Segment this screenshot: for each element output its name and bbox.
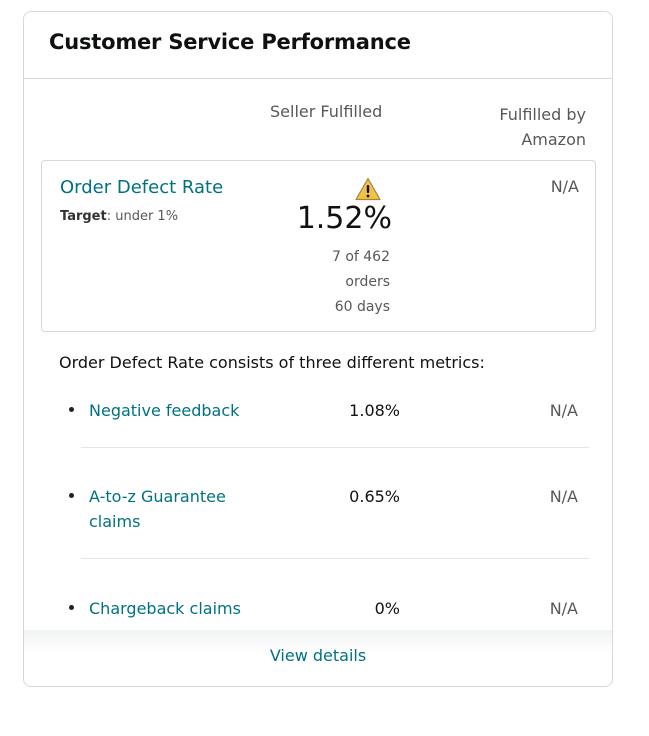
metric-link-negative-feedback[interactable]: Negative feedback — [89, 401, 240, 420]
odr-fba-value: N/A — [550, 177, 579, 196]
metric-fba-value: N/A — [549, 487, 578, 506]
column-header-fba-line1: Fulfilled by — [499, 105, 586, 124]
column-headers: Seller Fulfilled Fulfilled by Amazon — [24, 102, 612, 152]
scroll-fade — [24, 630, 612, 686]
order-defect-rate-link[interactable]: Order Defect Rate — [60, 177, 224, 198]
metric-fba-value: N/A — [549, 401, 578, 420]
view-details-link[interactable]: View details — [269, 646, 367, 665]
metric-link-chargeback-claims[interactable]: Chargeback claims — [89, 599, 241, 618]
odr-period: 60 days — [334, 299, 390, 315]
metric-fba-value: N/A — [549, 599, 578, 618]
odr-order-count: 7 of 462 — [331, 249, 390, 265]
consists-text: Order Defect Rate consists of three diff… — [59, 353, 485, 372]
metric-name-line2: claims — [89, 512, 141, 531]
odr-target: Target: under 1% — [60, 209, 178, 224]
odr-seller-value: 1.52% — [296, 201, 392, 236]
column-header-seller-fulfilled: Seller Fulfilled — [270, 102, 383, 121]
bullet — [69, 605, 74, 610]
metric-seller-value: 1.08% — [349, 401, 400, 420]
order-defect-rate-box: Order Defect Rate Target: under 1% 1.52%… — [41, 160, 596, 332]
card-title: Customer Service Performance — [49, 30, 411, 54]
metric-seller-value: 0.65% — [349, 487, 400, 506]
odr-unit: orders — [345, 274, 390, 290]
bullet — [69, 493, 74, 498]
customer-service-performance-card: Customer Service Performance Seller Fulf… — [23, 11, 613, 687]
odr-seller-details: 7 of 462 orders 60 days — [332, 245, 390, 320]
divider — [81, 558, 589, 559]
column-header-fulfilled-by-amazon: Fulfilled by Amazon — [499, 102, 586, 152]
odr-target-label: Target — [60, 209, 107, 224]
odr-target-value: : under 1% — [106, 209, 179, 224]
card-header: Customer Service Performance — [24, 12, 612, 79]
column-header-fba-line2: Amazon — [521, 130, 586, 149]
metric-link-a-to-z-guarantee-claims[interactable]: A-to-z Guarantee claims — [89, 484, 226, 534]
divider — [81, 447, 589, 448]
warning-triangle-icon — [355, 177, 381, 201]
metric-name-line1: A-to-z Guarantee — [89, 487, 226, 506]
metric-seller-value: 0% — [374, 599, 400, 618]
bullet — [69, 407, 74, 412]
